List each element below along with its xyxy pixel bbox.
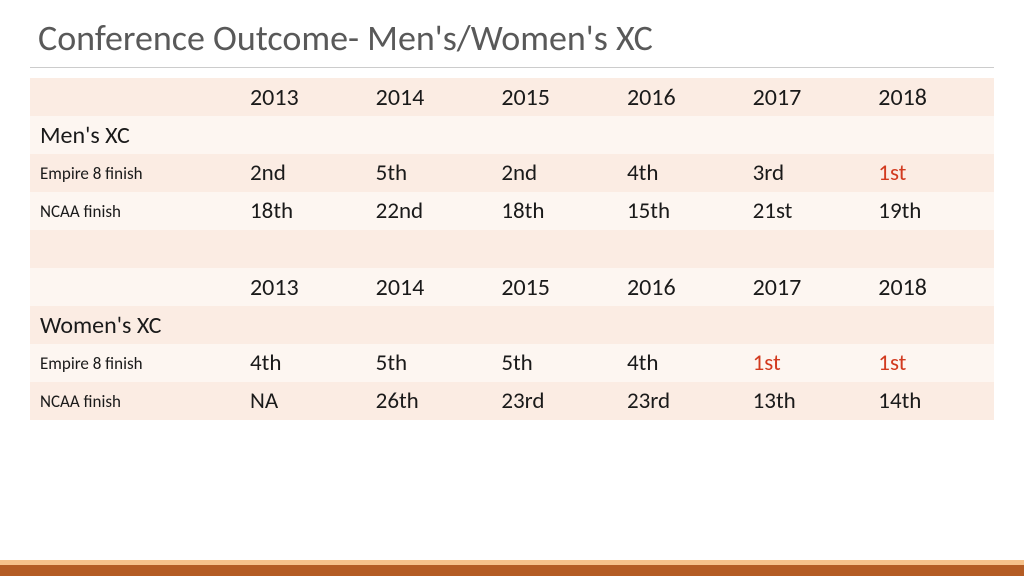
empty-cell bbox=[240, 116, 366, 154]
empty-cell bbox=[30, 230, 240, 268]
empty-cell bbox=[617, 230, 743, 268]
table-row: NCAA finishNA26th23rd23rd13th14th bbox=[30, 382, 994, 420]
data-cell: 13th bbox=[743, 382, 869, 420]
year-header-row: 201320142015201620172018 bbox=[30, 78, 994, 116]
data-cell: 23rd bbox=[491, 382, 617, 420]
data-cell: 5th bbox=[366, 344, 492, 382]
outcome-table: 201320142015201620172018Men's XCEmpire 8… bbox=[30, 78, 994, 420]
data-cell: 22nd bbox=[366, 192, 492, 230]
data-cell: 5th bbox=[491, 344, 617, 382]
row-label: NCAA finish bbox=[30, 192, 240, 230]
year-header: 2015 bbox=[491, 78, 617, 116]
year-header: 2017 bbox=[743, 268, 869, 306]
empty-cell bbox=[366, 306, 492, 344]
section-name: Women's XC bbox=[30, 306, 240, 344]
year-header: 2016 bbox=[617, 268, 743, 306]
data-cell: 2nd bbox=[240, 154, 366, 192]
data-cell: 4th bbox=[617, 344, 743, 382]
data-cell: 1st bbox=[868, 154, 994, 192]
empty-cell bbox=[868, 306, 994, 344]
table-container: 201320142015201620172018Men's XCEmpire 8… bbox=[0, 68, 1024, 420]
section-header-row: Men's XC bbox=[30, 116, 994, 154]
section-header-row: Women's XC bbox=[30, 306, 994, 344]
empty-cell bbox=[743, 306, 869, 344]
spacer-row bbox=[30, 230, 994, 268]
year-header: 2013 bbox=[240, 78, 366, 116]
empty-cell bbox=[240, 230, 366, 268]
table-row: NCAA finish18th22nd18th15th21st19th bbox=[30, 192, 994, 230]
row-label: Empire 8 finish bbox=[30, 154, 240, 192]
empty-cell bbox=[617, 306, 743, 344]
data-cell: 15th bbox=[617, 192, 743, 230]
footer-accent-bottom bbox=[0, 565, 1024, 576]
data-cell: NA bbox=[240, 382, 366, 420]
empty-cell bbox=[491, 306, 617, 344]
data-cell: 3rd bbox=[743, 154, 869, 192]
empty-cell bbox=[617, 116, 743, 154]
data-cell: 18th bbox=[491, 192, 617, 230]
empty-cell bbox=[30, 78, 240, 116]
table-row: Empire 8 finish4th5th5th4th1st1st bbox=[30, 344, 994, 382]
year-header: 2013 bbox=[240, 268, 366, 306]
data-cell: 18th bbox=[240, 192, 366, 230]
data-cell: 4th bbox=[617, 154, 743, 192]
empty-cell bbox=[366, 116, 492, 154]
year-header: 2018 bbox=[868, 78, 994, 116]
data-cell: 14th bbox=[868, 382, 994, 420]
data-cell: 2nd bbox=[491, 154, 617, 192]
year-header: 2018 bbox=[868, 268, 994, 306]
slide-title: Conference Outcome- Men's/Women's XC bbox=[0, 0, 1024, 59]
data-cell: 5th bbox=[366, 154, 492, 192]
empty-cell bbox=[491, 230, 617, 268]
empty-cell bbox=[491, 116, 617, 154]
data-cell: 1st bbox=[743, 344, 869, 382]
year-header-row: 201320142015201620172018 bbox=[30, 268, 994, 306]
data-cell: 26th bbox=[366, 382, 492, 420]
table-row: Empire 8 finish2nd5th2nd4th3rd1st bbox=[30, 154, 994, 192]
section-name: Men's XC bbox=[30, 116, 240, 154]
empty-cell bbox=[30, 268, 240, 306]
data-cell: 19th bbox=[868, 192, 994, 230]
data-cell: 4th bbox=[240, 344, 366, 382]
footer-bar bbox=[0, 560, 1024, 576]
empty-cell bbox=[868, 116, 994, 154]
empty-cell bbox=[366, 230, 492, 268]
row-label: NCAA finish bbox=[30, 382, 240, 420]
year-header: 2017 bbox=[743, 78, 869, 116]
empty-cell bbox=[868, 230, 994, 268]
year-header: 2014 bbox=[366, 268, 492, 306]
year-header: 2016 bbox=[617, 78, 743, 116]
row-label: Empire 8 finish bbox=[30, 344, 240, 382]
empty-cell bbox=[240, 306, 366, 344]
data-cell: 1st bbox=[868, 344, 994, 382]
year-header: 2015 bbox=[491, 268, 617, 306]
data-cell: 23rd bbox=[617, 382, 743, 420]
year-header: 2014 bbox=[366, 78, 492, 116]
data-cell: 21st bbox=[743, 192, 869, 230]
empty-cell bbox=[743, 116, 869, 154]
empty-cell bbox=[743, 230, 869, 268]
